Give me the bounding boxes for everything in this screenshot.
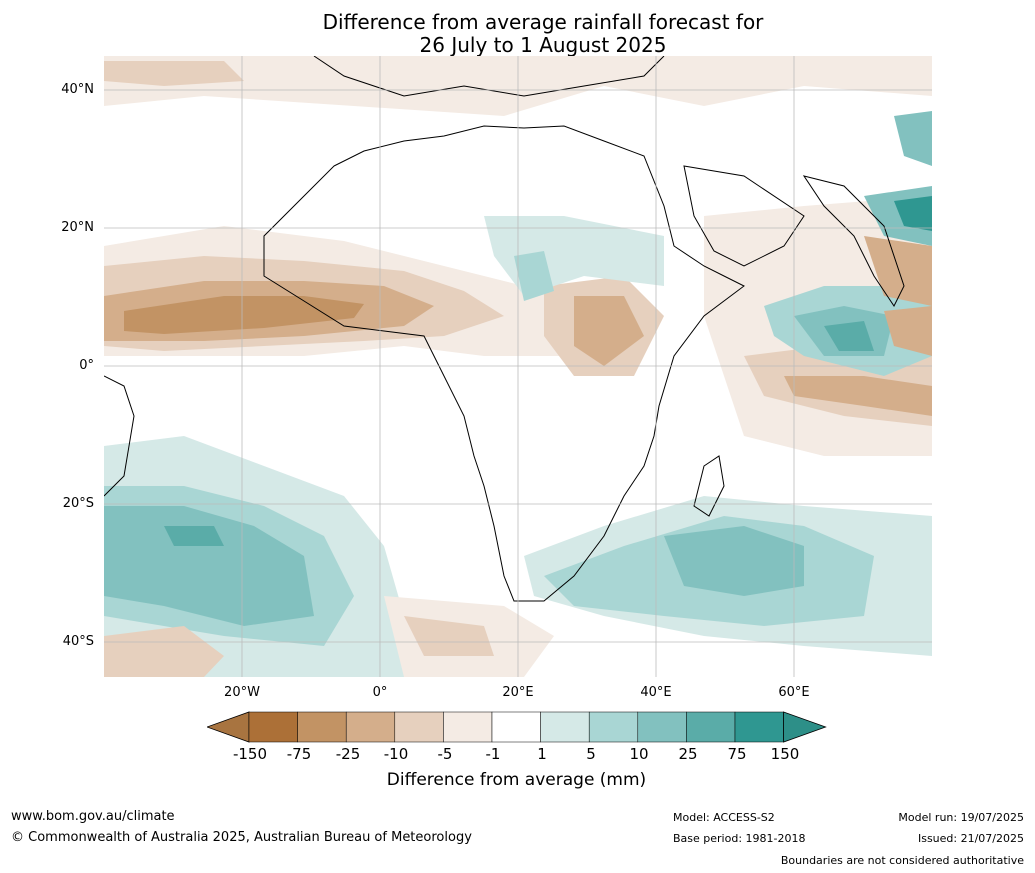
colorbar-tick: -75 bbox=[286, 745, 312, 763]
colorbar-segment bbox=[491, 711, 541, 743]
coastlines bbox=[104, 56, 905, 602]
colorbar-segment bbox=[734, 711, 784, 743]
lon-label-40e: 40°E bbox=[640, 685, 672, 700]
model-text: Model: ACCESS-S2 bbox=[673, 811, 775, 824]
colorbar bbox=[207, 711, 827, 743]
colorbar-tick: 150 bbox=[770, 745, 800, 763]
colorbar-extend-high bbox=[783, 711, 827, 743]
model-run-text: Model run: 19/07/2025 bbox=[898, 811, 1024, 824]
colorbar-segment bbox=[637, 711, 687, 743]
colorbar-title: Difference from average (mm) bbox=[386, 770, 647, 790]
colorbar-extend-low bbox=[207, 711, 250, 743]
lat-label-20n: 20°N bbox=[61, 220, 94, 235]
rainfall-anomaly-map bbox=[104, 56, 932, 677]
copyright-text: © Commonwealth of Australia 2025, Austra… bbox=[11, 830, 472, 845]
colorbar-tick: -25 bbox=[335, 745, 361, 763]
colorbar-tick: 25 bbox=[678, 745, 698, 763]
colorbar-tick: -1 bbox=[485, 745, 501, 763]
colorbar-segment bbox=[588, 711, 639, 743]
lat-label-40s: 40°S bbox=[62, 634, 94, 649]
colorbar-segment bbox=[443, 711, 493, 743]
lat-label-0: 0° bbox=[79, 358, 94, 373]
colorbar-tick: 5 bbox=[586, 745, 596, 763]
colorbar-segment bbox=[248, 711, 298, 743]
lon-label-20e: 20°E bbox=[502, 685, 534, 700]
lon-label-20w: 20°W bbox=[224, 685, 260, 700]
colorbar-segment bbox=[394, 711, 444, 743]
colorbar-tick: -5 bbox=[437, 745, 453, 763]
lon-label-0: 0° bbox=[372, 685, 388, 700]
colorbar-segment bbox=[345, 711, 396, 743]
website-text: www.bom.gov.au/climate bbox=[11, 809, 175, 824]
colorbar-tick: -150 bbox=[232, 745, 268, 763]
colorbar-tick: 75 bbox=[727, 745, 747, 763]
colorbar-segment bbox=[686, 711, 736, 743]
colorbar-tick: 1 bbox=[537, 745, 547, 763]
colorbar-segment bbox=[540, 711, 590, 743]
boundaries-note: Boundaries are not considered authoritat… bbox=[780, 854, 1024, 867]
lon-label-60e: 60°E bbox=[778, 685, 810, 700]
gridlines bbox=[104, 56, 932, 677]
colorbar-tick: 10 bbox=[629, 745, 649, 763]
colorbar-tick: -10 bbox=[383, 745, 409, 763]
anomaly-fills bbox=[104, 56, 932, 677]
lat-label-20s: 20°S bbox=[62, 496, 94, 511]
issued-text: Issued: 21/07/2025 bbox=[917, 832, 1024, 845]
base-period-text: Base period: 1981-2018 bbox=[673, 832, 806, 845]
lat-label-40n: 40°N bbox=[61, 82, 94, 97]
map-title-line2: 26 July to 1 August 2025 bbox=[419, 33, 667, 57]
map-title-line1: Difference from average rainfall forecas… bbox=[322, 10, 764, 34]
colorbar-segment bbox=[297, 711, 347, 743]
